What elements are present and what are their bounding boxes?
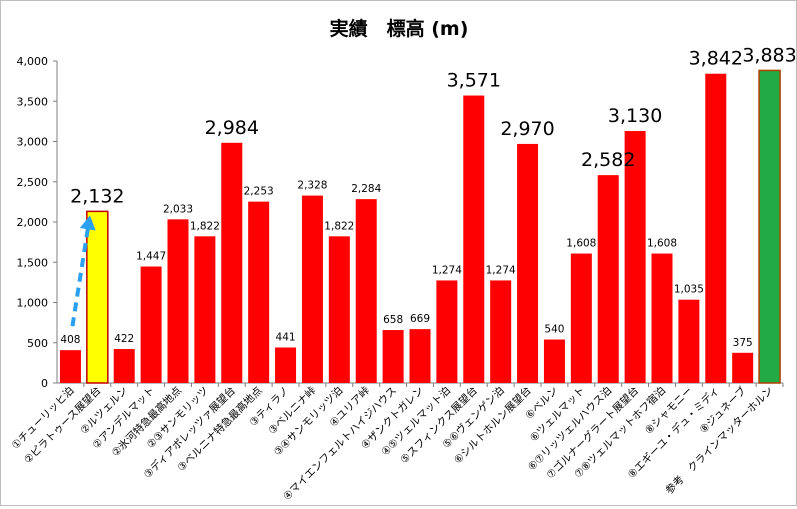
arrow-shaft <box>70 219 92 327</box>
bar <box>597 175 619 383</box>
bar <box>624 131 646 383</box>
data-label: 2,033 <box>163 203 193 215</box>
data-label: 408 <box>60 334 80 346</box>
data-label: 2,328 <box>297 180 327 192</box>
data-label: 2,132 <box>70 185 124 207</box>
bar <box>275 347 297 383</box>
data-label: 2,284 <box>351 183 381 195</box>
bar <box>517 143 539 383</box>
bar <box>355 199 377 383</box>
y-tick-label: 2,000 <box>17 216 49 229</box>
bar <box>248 201 270 383</box>
x-axis: ①チューリッヒ泊②ピラトゥース展望台②ルツェルン②アンデルマット②氷河特急最高地… <box>9 382 784 503</box>
data-label: 2,970 <box>500 118 554 140</box>
highlight-arrow <box>70 215 96 327</box>
bar <box>167 219 189 383</box>
bar <box>86 210 109 384</box>
data-label: 1,608 <box>647 238 677 250</box>
data-label: 441 <box>276 331 296 343</box>
data-label: 3,130 <box>608 105 662 127</box>
y-tick-label: 0 <box>41 377 48 390</box>
bar <box>221 142 243 383</box>
data-label: 658 <box>383 314 403 326</box>
data-label: 2,984 <box>205 117 259 139</box>
bar <box>436 280 458 383</box>
bar <box>409 329 431 383</box>
y-tick-label: 3,500 <box>17 95 49 108</box>
bar <box>463 95 485 384</box>
data-label: 1,608 <box>566 238 596 250</box>
bar <box>543 339 565 383</box>
chart-title: 実績 標高 (m) <box>330 17 469 40</box>
data-label: 1,822 <box>190 220 220 232</box>
y-tick-label: 2,500 <box>17 176 49 189</box>
data-label: 1,447 <box>136 251 166 263</box>
bar <box>490 280 512 383</box>
y-tick-label: 4,000 <box>17 55 49 68</box>
y-tick-label: 3,000 <box>17 136 49 149</box>
data-label: 2,253 <box>244 186 274 198</box>
data-label: 3,883 <box>742 44 796 66</box>
y-axis: 0 500 1,000 1,500 2,000 2,500 3,000 3,500 4,000 <box>17 55 58 390</box>
bar <box>570 253 592 383</box>
data-label: 375 <box>733 337 753 349</box>
bar <box>301 195 323 383</box>
bar <box>705 73 727 384</box>
bar <box>732 352 754 383</box>
data-label: 540 <box>544 324 564 336</box>
data-label: 669 <box>410 313 430 325</box>
y-tick-label: 1,000 <box>17 297 49 310</box>
data-label: 3,842 <box>689 48 743 70</box>
y-tick-label: 500 <box>27 337 48 350</box>
bar <box>382 330 404 383</box>
data-label: 1,822 <box>324 220 354 232</box>
bar <box>140 266 162 383</box>
bar <box>678 299 700 383</box>
bar <box>758 69 781 384</box>
data-label: 3,571 <box>447 70 501 92</box>
data-label: 2,582 <box>581 149 635 171</box>
arrow-head <box>79 215 96 231</box>
bar <box>651 253 673 383</box>
y-tick-label: 1,500 <box>17 256 49 269</box>
bar <box>113 349 135 383</box>
bars <box>59 69 781 384</box>
bar <box>59 350 81 383</box>
bar <box>194 236 216 383</box>
data-label: 422 <box>114 333 134 345</box>
data-label: 1,274 <box>486 264 516 276</box>
data-labels: 408 2,132 422 1,447 2,033 1,822 2,984 2,253 441 2… <box>60 44 796 348</box>
data-label: 1,274 <box>432 264 462 276</box>
bar <box>328 236 350 383</box>
data-label: 1,035 <box>674 284 704 296</box>
